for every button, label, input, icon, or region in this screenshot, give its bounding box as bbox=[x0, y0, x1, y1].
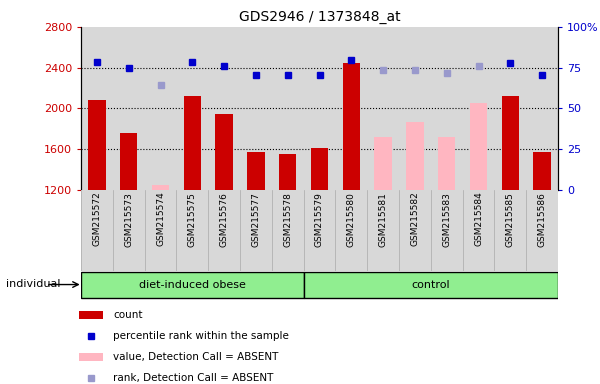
Bar bbox=[335, 27, 367, 190]
Bar bbox=[176, 190, 208, 271]
Text: count: count bbox=[113, 310, 143, 320]
Text: GSM215573: GSM215573 bbox=[124, 192, 133, 247]
Bar bbox=[152, 185, 169, 190]
Text: GSM215577: GSM215577 bbox=[251, 192, 260, 247]
Text: GSM215576: GSM215576 bbox=[220, 192, 229, 247]
Bar bbox=[374, 137, 392, 190]
Text: GSM215580: GSM215580 bbox=[347, 192, 356, 247]
Bar bbox=[311, 148, 328, 190]
Bar bbox=[367, 190, 399, 271]
Bar bbox=[304, 190, 335, 271]
Text: GSM215581: GSM215581 bbox=[379, 192, 388, 247]
Bar bbox=[279, 154, 296, 190]
Bar bbox=[526, 27, 558, 190]
Bar bbox=[502, 96, 519, 190]
Bar bbox=[240, 27, 272, 190]
Bar bbox=[463, 27, 494, 190]
Bar bbox=[176, 27, 208, 190]
Bar bbox=[79, 353, 103, 361]
Bar bbox=[470, 103, 487, 190]
Text: GSM215582: GSM215582 bbox=[410, 192, 419, 247]
Bar bbox=[494, 27, 526, 190]
Bar bbox=[113, 190, 145, 271]
Text: GSM215578: GSM215578 bbox=[283, 192, 292, 247]
Bar bbox=[184, 96, 201, 190]
Text: GSM215584: GSM215584 bbox=[474, 192, 483, 247]
Bar bbox=[431, 27, 463, 190]
Text: GSM215585: GSM215585 bbox=[506, 192, 515, 247]
Text: GSM215575: GSM215575 bbox=[188, 192, 197, 247]
Bar bbox=[88, 100, 106, 190]
Bar bbox=[215, 114, 233, 190]
Bar bbox=[406, 122, 424, 190]
Bar bbox=[208, 27, 240, 190]
Bar bbox=[272, 190, 304, 271]
Bar bbox=[120, 133, 137, 190]
Bar bbox=[145, 190, 176, 271]
Bar bbox=[208, 190, 240, 271]
Bar bbox=[335, 190, 367, 271]
Bar bbox=[367, 27, 399, 190]
Bar bbox=[343, 63, 360, 190]
Text: GSM215579: GSM215579 bbox=[315, 192, 324, 247]
Bar bbox=[494, 190, 526, 271]
Text: diet-induced obese: diet-induced obese bbox=[139, 280, 246, 290]
Bar bbox=[240, 190, 272, 271]
Text: control: control bbox=[412, 280, 450, 290]
Bar bbox=[463, 190, 494, 271]
Bar bbox=[79, 311, 103, 319]
Bar bbox=[533, 152, 551, 190]
Bar bbox=[526, 190, 558, 271]
Bar bbox=[399, 190, 431, 271]
Text: rank, Detection Call = ABSENT: rank, Detection Call = ABSENT bbox=[113, 373, 274, 383]
Text: GSM215572: GSM215572 bbox=[92, 192, 101, 247]
Bar bbox=[81, 190, 113, 271]
Text: GSM215586: GSM215586 bbox=[538, 192, 547, 247]
Bar bbox=[81, 272, 304, 298]
Bar bbox=[304, 272, 558, 298]
Bar bbox=[304, 27, 335, 190]
Bar bbox=[247, 152, 265, 190]
Bar bbox=[431, 190, 463, 271]
Text: GSM215574: GSM215574 bbox=[156, 192, 165, 247]
Text: individual: individual bbox=[6, 279, 61, 289]
Bar bbox=[399, 27, 431, 190]
Bar bbox=[272, 27, 304, 190]
Text: GSM215583: GSM215583 bbox=[442, 192, 451, 247]
Bar bbox=[438, 137, 455, 190]
Bar bbox=[145, 27, 176, 190]
Bar bbox=[113, 27, 145, 190]
Title: GDS2946 / 1373848_at: GDS2946 / 1373848_at bbox=[239, 10, 400, 25]
Text: percentile rank within the sample: percentile rank within the sample bbox=[113, 331, 289, 341]
Text: value, Detection Call = ABSENT: value, Detection Call = ABSENT bbox=[113, 352, 278, 362]
Bar bbox=[81, 27, 113, 190]
